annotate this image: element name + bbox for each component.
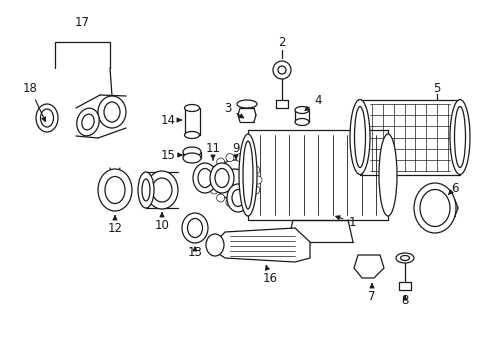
Ellipse shape	[205, 234, 224, 256]
Circle shape	[253, 176, 262, 184]
Ellipse shape	[449, 99, 469, 175]
Ellipse shape	[226, 184, 248, 212]
Polygon shape	[209, 228, 309, 262]
Ellipse shape	[378, 134, 396, 216]
Text: 5: 5	[432, 81, 440, 95]
Ellipse shape	[187, 219, 202, 238]
Text: 7: 7	[367, 284, 375, 302]
Text: 18: 18	[22, 81, 45, 121]
Ellipse shape	[193, 163, 217, 193]
Ellipse shape	[104, 102, 120, 122]
Ellipse shape	[184, 104, 199, 112]
Text: 8: 8	[401, 293, 408, 306]
Ellipse shape	[419, 189, 449, 226]
Ellipse shape	[183, 153, 201, 163]
Ellipse shape	[278, 66, 285, 74]
Text: 15: 15	[160, 149, 182, 162]
Text: 13: 13	[187, 246, 202, 258]
Ellipse shape	[349, 99, 369, 175]
Ellipse shape	[413, 183, 455, 233]
Ellipse shape	[395, 253, 413, 263]
Ellipse shape	[98, 169, 132, 211]
Text: 2: 2	[278, 36, 285, 49]
Ellipse shape	[272, 61, 290, 79]
Circle shape	[225, 154, 233, 162]
Ellipse shape	[209, 163, 234, 193]
Circle shape	[236, 154, 244, 162]
Ellipse shape	[41, 109, 53, 127]
Ellipse shape	[354, 107, 365, 167]
Circle shape	[251, 166, 259, 174]
Circle shape	[210, 186, 218, 194]
Circle shape	[245, 158, 253, 166]
Text: 6: 6	[447, 181, 458, 195]
Ellipse shape	[231, 189, 244, 207]
Text: 14: 14	[160, 113, 181, 126]
Ellipse shape	[453, 107, 465, 167]
Ellipse shape	[142, 179, 150, 201]
Ellipse shape	[98, 96, 126, 128]
Circle shape	[245, 194, 253, 202]
Ellipse shape	[77, 108, 99, 136]
Ellipse shape	[198, 168, 212, 188]
Ellipse shape	[294, 118, 308, 126]
Ellipse shape	[146, 171, 178, 209]
Ellipse shape	[36, 104, 58, 132]
Ellipse shape	[184, 131, 199, 139]
Ellipse shape	[182, 213, 207, 243]
Text: 4: 4	[305, 94, 321, 111]
Circle shape	[210, 166, 218, 174]
Circle shape	[216, 194, 224, 202]
Ellipse shape	[215, 168, 228, 188]
Ellipse shape	[183, 147, 201, 157]
Text: 9: 9	[232, 141, 239, 159]
Ellipse shape	[400, 256, 408, 261]
Ellipse shape	[237, 100, 257, 108]
Ellipse shape	[243, 141, 252, 209]
Circle shape	[236, 198, 244, 206]
Text: 3: 3	[224, 102, 243, 118]
Ellipse shape	[239, 134, 257, 216]
Text: 10: 10	[154, 213, 169, 231]
Text: 11: 11	[205, 141, 220, 160]
Ellipse shape	[105, 176, 125, 203]
Text: 12: 12	[107, 216, 122, 234]
Circle shape	[251, 186, 259, 194]
Ellipse shape	[81, 114, 94, 130]
Ellipse shape	[294, 107, 308, 113]
Ellipse shape	[152, 178, 172, 202]
Circle shape	[224, 169, 245, 191]
Text: 16: 16	[262, 266, 277, 284]
Circle shape	[215, 160, 254, 200]
Text: 17: 17	[74, 15, 89, 28]
Circle shape	[207, 176, 216, 184]
Polygon shape	[353, 255, 383, 278]
Circle shape	[216, 158, 224, 166]
Text: 1: 1	[335, 216, 355, 229]
Circle shape	[225, 198, 233, 206]
Ellipse shape	[138, 172, 154, 208]
